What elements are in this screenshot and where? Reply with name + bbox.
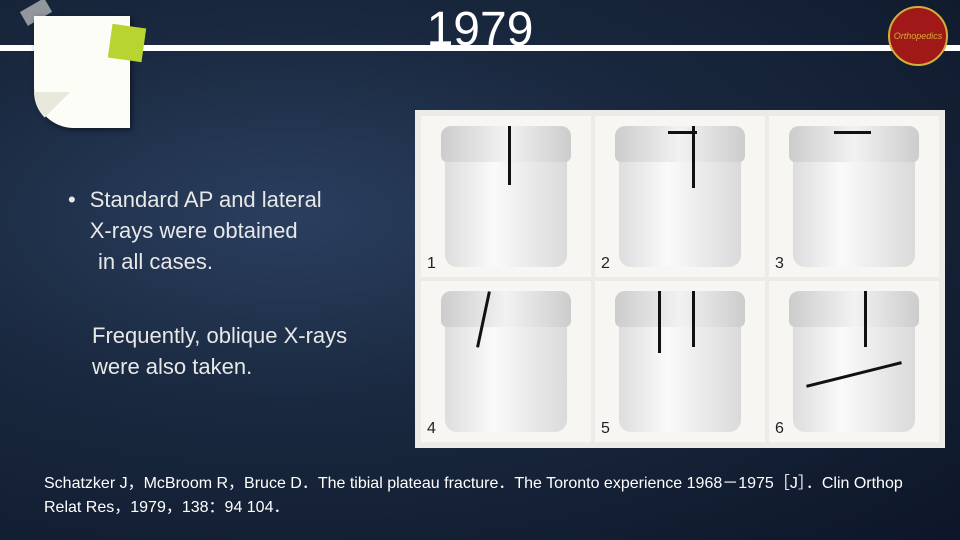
green-sticky-icon xyxy=(108,24,146,62)
paper-note-decoration xyxy=(28,8,138,138)
body-line: in all cases. xyxy=(98,247,380,278)
fracture-type-3: 3 xyxy=(769,116,939,277)
figure-label: 2 xyxy=(601,255,610,273)
orthopedics-logo: Orthopedics xyxy=(888,6,948,66)
slide-title: 1979 xyxy=(427,2,534,57)
figure-label: 4 xyxy=(427,420,436,438)
body-line: were also taken. xyxy=(92,352,380,383)
fracture-type-2: 2 xyxy=(595,116,765,277)
body-line: X-rays were obtained xyxy=(90,216,322,247)
classification-figure: 1 2 3 4 5 6 xyxy=(415,110,945,448)
bullet-icon: • xyxy=(68,185,76,216)
logo-text: Orthopedics xyxy=(894,31,943,41)
figure-label: 3 xyxy=(775,255,784,273)
figure-label: 1 xyxy=(427,255,436,273)
body-line: Standard AP and lateral xyxy=(90,185,322,216)
fracture-type-6: 6 xyxy=(769,281,939,442)
figure-label: 6 xyxy=(775,420,784,438)
fracture-type-5: 5 xyxy=(595,281,765,442)
fracture-type-4: 4 xyxy=(421,281,591,442)
body-line: Frequently, oblique X-rays xyxy=(92,321,380,352)
body-text: • Standard AP and lateral X-rays were ob… xyxy=(70,185,380,383)
citation-text: Schatzker J，McBroom R，Bruce D．The tibial… xyxy=(44,472,920,520)
figure-label: 5 xyxy=(601,420,610,438)
fracture-type-1: 1 xyxy=(421,116,591,277)
